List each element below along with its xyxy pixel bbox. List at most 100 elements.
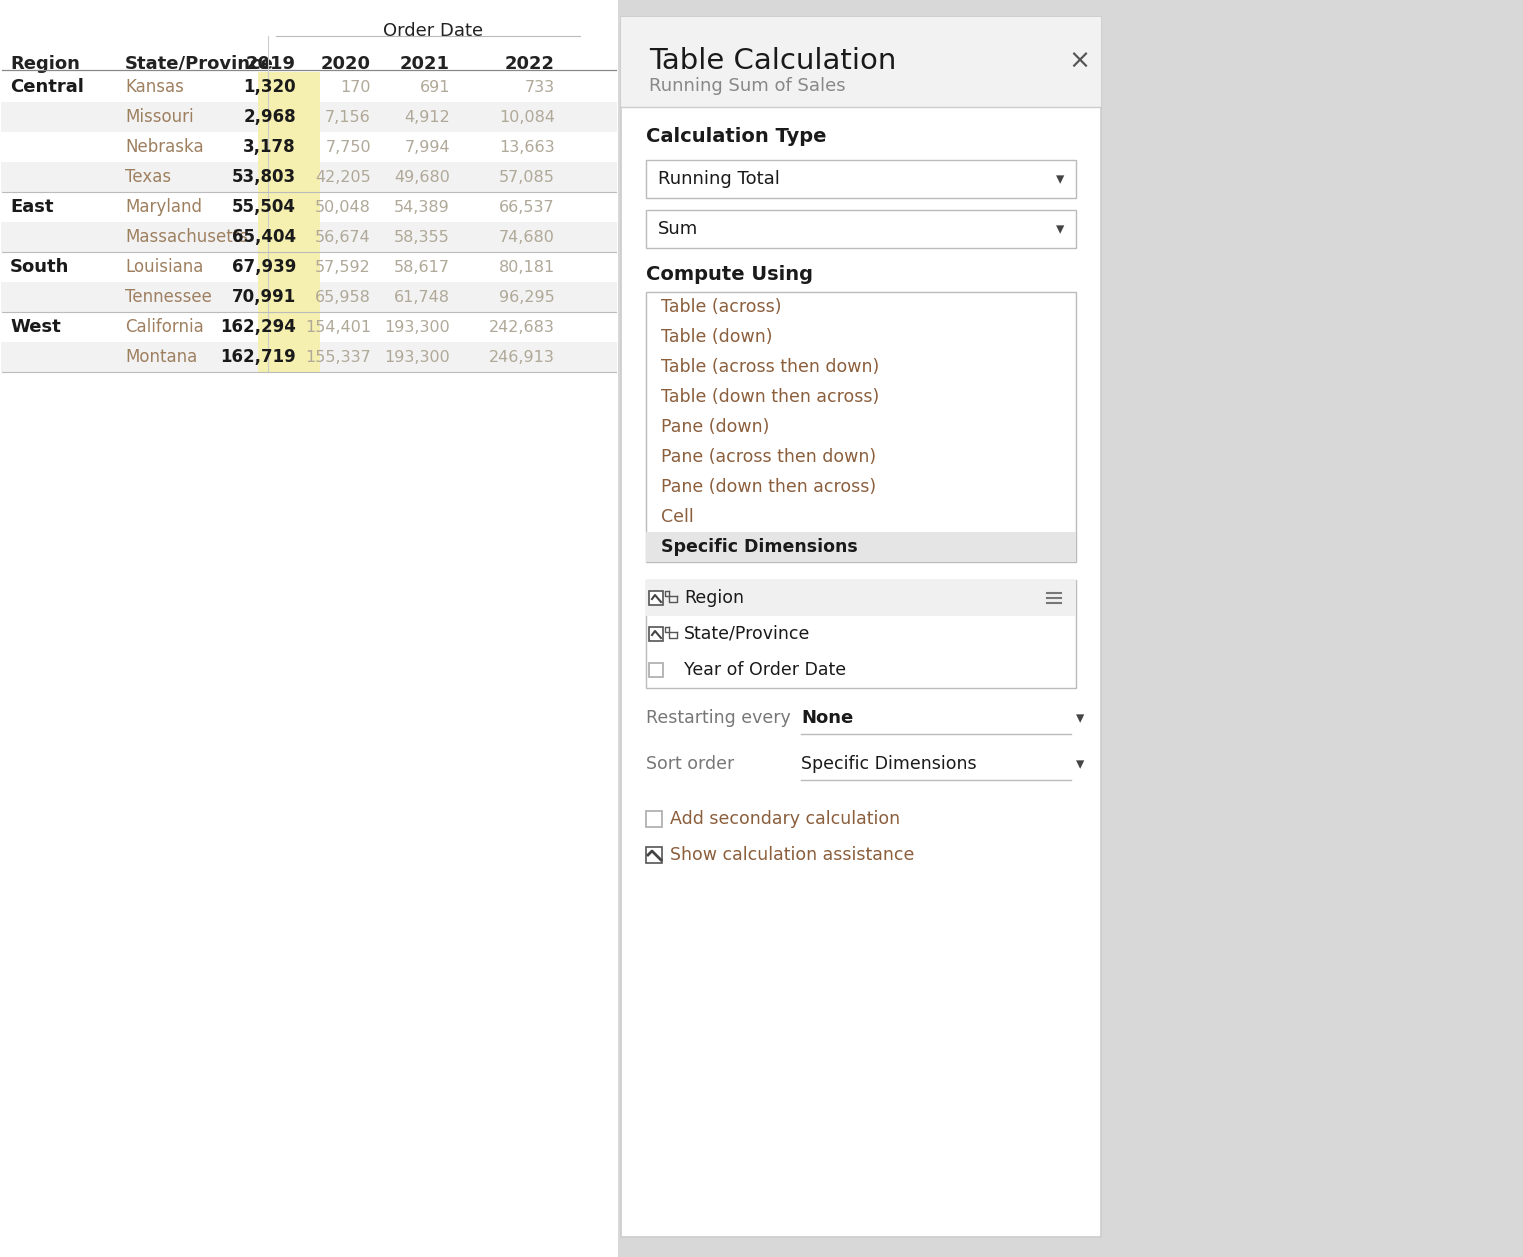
Bar: [257, 132, 320, 162]
Bar: [2, 342, 617, 372]
Text: Central: Central: [11, 78, 84, 96]
Text: Massachusetts: Massachusetts: [125, 228, 248, 246]
Text: 58,355: 58,355: [394, 230, 449, 245]
Text: Montana: Montana: [125, 348, 198, 366]
Text: Specific Dimensions: Specific Dimensions: [661, 538, 857, 556]
Bar: [621, 18, 1101, 1237]
Text: ▾: ▾: [1077, 709, 1084, 727]
Text: 56,674: 56,674: [315, 230, 372, 245]
Text: 155,337: 155,337: [305, 349, 372, 365]
Text: 57,592: 57,592: [315, 259, 372, 274]
Text: 54,389: 54,389: [394, 200, 449, 215]
Text: 80,181: 80,181: [498, 259, 554, 274]
Bar: [649, 662, 663, 678]
Text: Tennessee: Tennessee: [125, 288, 212, 305]
Text: State/Province: State/Province: [125, 55, 274, 73]
Bar: [646, 579, 1077, 688]
Text: 3,178: 3,178: [244, 138, 295, 156]
Text: 193,300: 193,300: [384, 349, 449, 365]
Bar: [0, 0, 618, 1257]
Text: Region: Region: [684, 590, 745, 607]
Text: 2,968: 2,968: [244, 108, 295, 126]
Text: Kansas: Kansas: [125, 78, 184, 96]
Text: 66,537: 66,537: [500, 200, 554, 215]
Bar: [621, 18, 1101, 107]
Text: Table (down): Table (down): [661, 328, 772, 346]
Text: Specific Dimensions: Specific Dimensions: [801, 755, 976, 773]
Text: West: West: [11, 318, 61, 336]
Text: 70,991: 70,991: [231, 288, 295, 305]
Text: 65,404: 65,404: [231, 228, 295, 246]
Text: Table (across then down): Table (across then down): [661, 358, 879, 376]
Bar: [646, 579, 1077, 616]
Text: 74,680: 74,680: [500, 230, 554, 245]
Text: ▾: ▾: [1055, 220, 1065, 238]
Text: 193,300: 193,300: [384, 319, 449, 334]
Text: 61,748: 61,748: [394, 289, 449, 304]
Text: Order Date: Order Date: [382, 23, 483, 40]
Text: California: California: [125, 318, 204, 336]
Bar: [646, 847, 663, 864]
Text: State/Province: State/Province: [684, 625, 810, 644]
Bar: [2, 222, 617, 251]
Text: 1,320: 1,320: [244, 78, 295, 96]
Bar: [646, 160, 1077, 199]
Text: Louisiana: Louisiana: [125, 258, 204, 277]
Text: 7,750: 7,750: [326, 140, 372, 155]
Text: 2021: 2021: [401, 55, 449, 73]
Text: Add secondary calculation: Add secondary calculation: [670, 810, 900, 828]
Text: Restarting every: Restarting every: [646, 709, 790, 727]
Text: 162,294: 162,294: [221, 318, 295, 336]
Text: 242,683: 242,683: [489, 319, 554, 334]
Bar: [257, 251, 320, 282]
Bar: [646, 210, 1077, 248]
Text: 57,085: 57,085: [500, 170, 554, 185]
Text: 42,205: 42,205: [315, 170, 372, 185]
Text: 7,156: 7,156: [326, 109, 372, 124]
Text: Running Sum of Sales: Running Sum of Sales: [649, 77, 845, 96]
Text: 162,719: 162,719: [221, 348, 295, 366]
Bar: [257, 162, 320, 192]
Bar: [257, 222, 320, 251]
Bar: [257, 72, 320, 102]
Text: Table (across): Table (across): [661, 298, 781, 316]
Bar: [646, 292, 1077, 562]
Text: East: East: [11, 199, 53, 216]
Text: Table (down then across): Table (down then across): [661, 388, 879, 406]
Text: 4,912: 4,912: [404, 109, 449, 124]
Text: 733: 733: [525, 79, 554, 94]
Text: ×: ×: [1068, 49, 1090, 75]
Text: Table Calculation: Table Calculation: [649, 47, 897, 75]
Text: 2019: 2019: [247, 55, 295, 73]
Text: 96,295: 96,295: [500, 289, 554, 304]
Bar: [2, 162, 617, 192]
Text: 49,680: 49,680: [394, 170, 449, 185]
Text: 67,939: 67,939: [231, 258, 295, 277]
Text: Year of Order Date: Year of Order Date: [684, 661, 847, 679]
Text: 2020: 2020: [321, 55, 372, 73]
Text: ▾: ▾: [1055, 170, 1065, 189]
Bar: [257, 102, 320, 132]
Text: 50,048: 50,048: [315, 200, 372, 215]
Text: 170: 170: [341, 79, 372, 94]
Text: 154,401: 154,401: [305, 319, 372, 334]
Text: Pane (down): Pane (down): [661, 419, 769, 436]
Bar: [2, 282, 617, 312]
Text: 2022: 2022: [506, 55, 554, 73]
Text: 58,617: 58,617: [394, 259, 449, 274]
Text: 10,084: 10,084: [500, 109, 554, 124]
Text: Maryland: Maryland: [125, 199, 203, 216]
Text: Calculation Type: Calculation Type: [646, 127, 827, 147]
Text: 13,663: 13,663: [500, 140, 554, 155]
Text: 246,913: 246,913: [489, 349, 554, 365]
Bar: [646, 811, 663, 827]
Bar: [257, 192, 320, 222]
Text: Pane (across then down): Pane (across then down): [661, 447, 876, 466]
Bar: [257, 282, 320, 312]
Text: Cell: Cell: [661, 508, 694, 525]
Text: Sort order: Sort order: [646, 755, 734, 773]
Bar: [2, 102, 617, 132]
Bar: [257, 312, 320, 342]
Bar: [649, 591, 663, 605]
Text: Compute Using: Compute Using: [646, 264, 813, 284]
